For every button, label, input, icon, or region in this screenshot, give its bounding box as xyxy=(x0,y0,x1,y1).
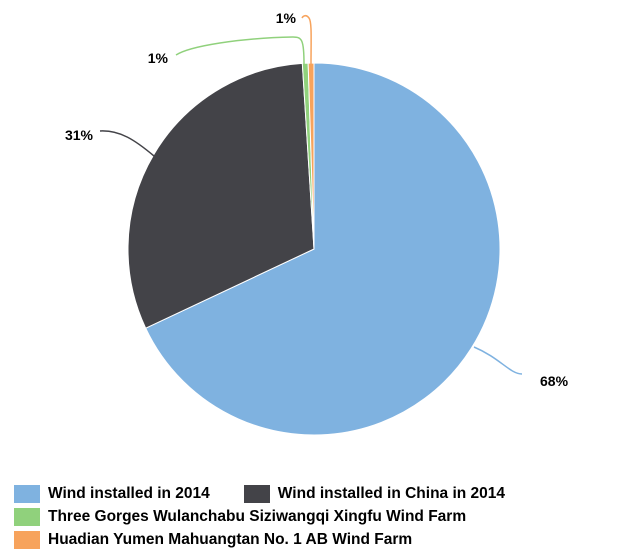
data-label-huadian-yumen: 1% xyxy=(276,10,297,26)
pie-chart: 68% 31% 1% 1% xyxy=(65,10,569,436)
legend-label-wind-installed-2014: Wind installed in 2014 xyxy=(48,484,210,502)
data-label-wind-installed-china-2014: 31% xyxy=(65,127,94,143)
label-connectors xyxy=(99,14,523,375)
connector-line-wind-installed-china-2014 xyxy=(99,130,155,157)
legend-item-three-gorges[interactable]: Three Gorges Wulanchabu Siziwangqi Xingf… xyxy=(14,507,467,526)
legend: Wind installed in 2014 Wind installed in… xyxy=(14,482,614,551)
legend-row: Three Gorges Wulanchabu Siziwangqi Xingf… xyxy=(14,505,614,528)
legend-label-wind-installed-china-2014: Wind installed in China in 2014 xyxy=(277,484,506,502)
data-labels: 68% 31% 1% 1% xyxy=(65,10,569,389)
connector-line-wind-installed-2014 xyxy=(473,346,523,375)
connector-line-huadian-yumen xyxy=(301,14,312,65)
legend-swatch-huadian-yumen xyxy=(14,530,40,549)
legend-label-huadian-yumen: Huadian Yumen Mahuangtan No. 1 AB Wind F… xyxy=(48,530,413,548)
legend-row: Wind installed in 2014 Wind installed in… xyxy=(14,482,614,505)
legend-label-three-gorges: Three Gorges Wulanchabu Siziwangqi Xingf… xyxy=(48,507,467,525)
data-label-three-gorges: 1% xyxy=(148,50,169,66)
pie-slice-wind-installed-2014[interactable] xyxy=(145,62,501,436)
data-label-wind-installed-2014: 68% xyxy=(540,373,569,389)
connector-line-three-gorges xyxy=(175,36,305,65)
legend-item-wind-installed-2014[interactable]: Wind installed in 2014 xyxy=(14,484,210,503)
pie-slice-wind-installed-china-2014[interactable] xyxy=(127,62,315,329)
pie-slices xyxy=(127,62,501,436)
legend-swatch-wind-installed-china-2014 xyxy=(243,484,270,503)
legend-swatch-wind-installed-2014 xyxy=(14,484,40,503)
legend-row: Huadian Yumen Mahuangtan No. 1 AB Wind F… xyxy=(14,528,614,551)
legend-item-huadian-yumen[interactable]: Huadian Yumen Mahuangtan No. 1 AB Wind F… xyxy=(14,530,413,549)
legend-swatch-three-gorges xyxy=(14,507,40,526)
legend-item-wind-installed-china-2014[interactable]: Wind installed in China in 2014 xyxy=(243,484,506,503)
